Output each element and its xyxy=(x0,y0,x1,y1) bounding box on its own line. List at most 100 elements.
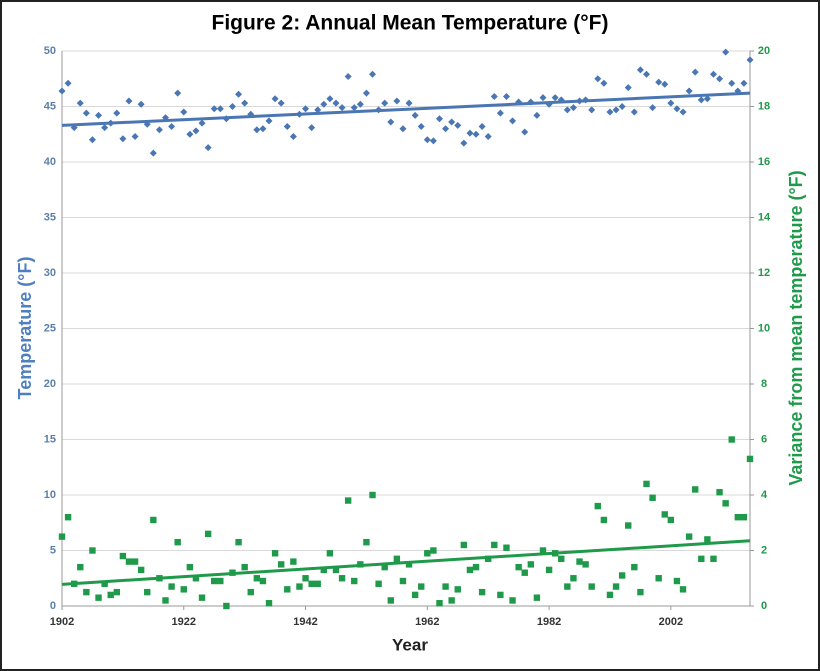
y2-tick-label: 12 xyxy=(758,267,770,279)
point xyxy=(649,104,657,112)
point xyxy=(289,132,297,140)
point xyxy=(180,108,188,116)
point xyxy=(125,558,133,565)
point xyxy=(387,118,395,126)
point xyxy=(698,555,705,563)
point xyxy=(630,108,638,116)
point xyxy=(149,149,157,157)
point xyxy=(338,104,346,112)
point xyxy=(521,128,529,136)
point xyxy=(95,594,102,601)
y-tick-label: 15 xyxy=(44,433,56,445)
point xyxy=(424,550,431,557)
point xyxy=(430,547,437,554)
point xyxy=(83,588,90,596)
point xyxy=(344,497,352,504)
trend-line xyxy=(61,539,751,586)
y2-tick-label: 14 xyxy=(758,211,771,223)
point xyxy=(332,566,340,574)
point xyxy=(210,105,218,113)
point xyxy=(259,125,267,133)
point xyxy=(582,561,589,568)
point xyxy=(217,577,224,585)
point xyxy=(442,583,449,590)
point xyxy=(551,94,559,102)
point xyxy=(296,583,303,590)
point xyxy=(387,597,394,604)
point xyxy=(606,108,614,116)
point xyxy=(82,109,90,117)
point xyxy=(265,117,273,125)
point xyxy=(746,56,754,64)
y2-tick-label: 2 xyxy=(761,544,767,556)
point xyxy=(381,563,388,571)
point xyxy=(101,124,109,132)
y2-tick-label: 4 xyxy=(761,489,768,501)
point xyxy=(155,126,163,134)
point xyxy=(454,121,462,129)
y-tick-label: 50 xyxy=(44,45,56,57)
point xyxy=(643,480,650,488)
point xyxy=(703,95,711,103)
point xyxy=(460,541,468,549)
point xyxy=(241,99,249,107)
point xyxy=(89,547,96,554)
point xyxy=(569,104,577,112)
point xyxy=(204,144,212,152)
x-tick-label: 1922 xyxy=(172,616,196,628)
point xyxy=(539,94,547,102)
point xyxy=(302,575,309,582)
point xyxy=(253,575,261,582)
point xyxy=(497,591,504,599)
point xyxy=(466,129,474,137)
point xyxy=(509,597,516,604)
point xyxy=(417,122,425,130)
point xyxy=(119,552,127,560)
point xyxy=(655,575,662,582)
point xyxy=(710,555,717,563)
point xyxy=(594,75,602,83)
point xyxy=(704,536,711,543)
point xyxy=(618,103,626,110)
point xyxy=(429,137,437,145)
x-tick-label: 1902 xyxy=(50,616,74,628)
point xyxy=(411,591,419,599)
point xyxy=(679,586,687,593)
point xyxy=(113,588,120,596)
point xyxy=(625,522,632,529)
point xyxy=(521,569,528,576)
point xyxy=(454,586,461,593)
point xyxy=(442,125,450,133)
point xyxy=(168,122,176,130)
point xyxy=(192,575,200,582)
point xyxy=(655,78,663,86)
point xyxy=(588,106,596,114)
point xyxy=(435,115,443,123)
point xyxy=(539,547,547,554)
point xyxy=(228,103,236,110)
y-tick-label: 20 xyxy=(44,378,56,390)
point xyxy=(503,544,510,551)
y2-tick-label: 20 xyxy=(758,45,770,57)
point xyxy=(198,594,206,601)
point xyxy=(558,555,565,563)
point xyxy=(673,105,681,113)
point xyxy=(734,514,742,521)
y-tick-label: 30 xyxy=(44,267,56,279)
y2-tick-label: 16 xyxy=(758,156,770,168)
point xyxy=(350,104,358,112)
point xyxy=(174,89,182,97)
point xyxy=(588,583,595,590)
point xyxy=(600,79,608,87)
point xyxy=(570,575,577,582)
y-tick-label: 0 xyxy=(50,600,56,612)
point xyxy=(375,580,382,587)
point xyxy=(405,561,413,568)
point xyxy=(125,97,133,105)
point xyxy=(661,80,669,88)
point xyxy=(472,130,480,138)
point xyxy=(174,538,181,546)
x-tick-label: 1942 xyxy=(293,616,317,628)
point xyxy=(399,125,407,133)
